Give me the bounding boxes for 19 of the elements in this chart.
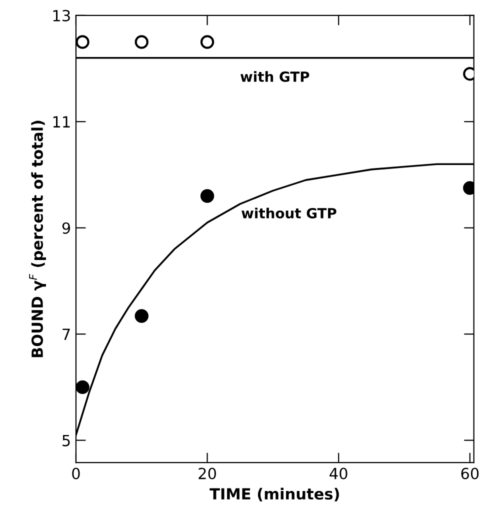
- annotation: without GTP: [242, 208, 336, 218]
- y-axis-title: BOUND γ$^{F}$ (percent of total): [29, 120, 46, 358]
- ref-line-label: with GTP: [240, 71, 310, 82]
- x-tick-label: 20: [198, 468, 216, 480]
- point: [200, 35, 214, 49]
- y-tick-label: 11: [53, 116, 70, 128]
- point: [76, 380, 90, 394]
- point: [134, 309, 148, 323]
- x-tick-label: 40: [330, 468, 348, 480]
- y-tick-label: 5: [62, 434, 70, 446]
- point: [200, 189, 214, 203]
- x-tick-label: 0: [72, 468, 80, 480]
- x-axis-title: TIME (minutes): [210, 488, 339, 502]
- point: [134, 35, 148, 49]
- y-tick-label: 9: [62, 222, 70, 234]
- y-tick-label: 7: [62, 328, 70, 340]
- point: [76, 35, 90, 49]
- y-tick-label: 13: [53, 10, 70, 22]
- x-tick-label: 60: [461, 468, 479, 480]
